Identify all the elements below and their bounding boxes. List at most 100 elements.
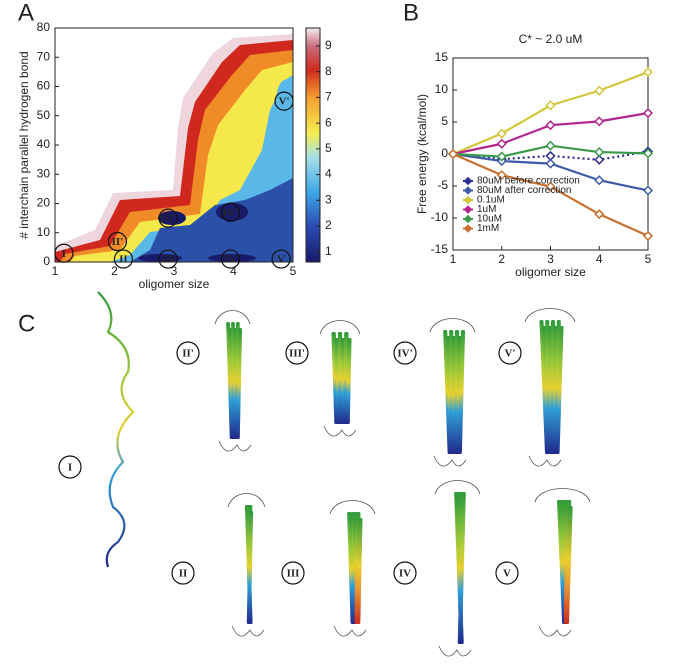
colorbar-tick-label: 8 xyxy=(325,64,332,78)
y-tick-label: 80 xyxy=(37,20,51,34)
legend-marker xyxy=(463,224,473,233)
data-point xyxy=(545,100,556,111)
state-label: II' xyxy=(112,236,124,248)
structure-label-ring xyxy=(498,341,522,365)
structure-label: II' xyxy=(182,348,194,360)
data-point xyxy=(642,107,654,119)
loop xyxy=(434,480,481,657)
x-tick-label: 4 xyxy=(596,252,603,266)
state-marker xyxy=(220,249,241,269)
loop xyxy=(227,493,266,637)
legend-label: 80uM before correction xyxy=(477,176,580,187)
y-tick-label: 20 xyxy=(37,196,51,210)
structure-label-ring xyxy=(393,341,417,365)
legend-marker xyxy=(463,186,473,195)
data-point xyxy=(545,181,556,192)
panel-label: A xyxy=(18,0,34,26)
data-point xyxy=(545,140,556,151)
loop xyxy=(429,318,476,467)
data-point xyxy=(642,185,654,196)
x-tick-label: 5 xyxy=(645,252,652,266)
structure-label-ring xyxy=(495,561,519,585)
beta-strand xyxy=(355,518,363,624)
legend-marker xyxy=(463,176,473,186)
x-tick-label: 5 xyxy=(290,264,297,278)
panel-label: B xyxy=(403,0,419,26)
x-tick-label: 2 xyxy=(498,252,505,266)
legend-label: 1uM xyxy=(477,204,496,215)
data-point xyxy=(496,151,507,162)
data-point xyxy=(594,175,605,186)
colorbar-tick-label: 2 xyxy=(325,218,332,232)
loop xyxy=(524,308,576,467)
beta-strand xyxy=(246,511,254,624)
data-point xyxy=(545,120,556,131)
protein-structure xyxy=(214,310,252,452)
state-marker xyxy=(274,91,294,111)
y-tick-label: 10 xyxy=(435,82,449,96)
structure-label-ring xyxy=(171,561,195,585)
structure-label-ring xyxy=(58,455,82,479)
y-axis-label: Free energy (kcal/mol) xyxy=(415,94,429,214)
y-tick-label: -15 xyxy=(431,242,449,256)
contour-fill xyxy=(55,34,293,262)
y-tick-label: 0 xyxy=(441,146,448,160)
y-tick-label: 5 xyxy=(441,114,448,128)
structure-label: II xyxy=(179,568,188,580)
structure-label: III xyxy=(287,568,300,580)
protein-structure xyxy=(534,488,591,637)
y-tick-label: 15 xyxy=(435,50,449,64)
structure-label: V xyxy=(503,568,511,580)
data-point xyxy=(496,128,507,139)
structure-label: IV' xyxy=(397,348,412,360)
y-tick-label: 50 xyxy=(37,108,51,122)
state-marker xyxy=(113,249,134,269)
state-marker xyxy=(158,249,178,269)
data-point xyxy=(594,154,605,165)
state-label: III xyxy=(162,254,175,266)
data-point xyxy=(496,138,507,149)
protein-structure xyxy=(429,318,476,467)
data-point xyxy=(594,147,605,158)
y-tick-label: 70 xyxy=(37,49,51,63)
protein-structure xyxy=(329,500,376,637)
y-axis-label: # interchain parallel hydrogen bond xyxy=(17,51,31,238)
loop xyxy=(534,488,591,637)
state-label: IV xyxy=(224,254,236,266)
colorbar-tick-label: 3 xyxy=(325,192,332,206)
data-point xyxy=(594,116,605,127)
x-tick-label: 1 xyxy=(52,264,59,278)
colorbar-tick-label: 5 xyxy=(325,141,332,155)
structure-label-ring xyxy=(393,561,417,585)
legend-marker xyxy=(463,214,473,224)
x-tick-label: 2 xyxy=(111,264,118,278)
state-marker xyxy=(54,243,74,263)
beta-strand xyxy=(457,492,466,644)
data-point xyxy=(496,170,507,181)
structure-label-ring xyxy=(176,341,200,365)
chart-title: C* ~ 2.0 uM xyxy=(519,32,583,46)
state-label: V' xyxy=(279,96,290,108)
loop xyxy=(329,500,376,637)
x-tick-label: 3 xyxy=(171,264,178,278)
colorbar xyxy=(305,27,321,263)
legend-label: 1mM xyxy=(477,223,499,234)
protein-structure xyxy=(227,493,266,637)
colorbar-tick-label: 7 xyxy=(325,90,332,104)
protein-structure xyxy=(524,308,576,467)
legend-marker xyxy=(463,205,473,214)
x-tick-label: 3 xyxy=(547,252,554,266)
x-tick-label: 1 xyxy=(450,252,457,266)
structure-label: V' xyxy=(505,348,516,360)
y-tick-label: 40 xyxy=(37,137,51,151)
data-point xyxy=(642,67,654,78)
legend-label: 80uM after correction xyxy=(477,185,572,196)
colorbar-tick-label: 1 xyxy=(325,244,332,258)
data-point xyxy=(594,85,605,96)
y-tick-label: 0 xyxy=(43,254,50,268)
state-marker xyxy=(107,231,128,252)
data-point xyxy=(545,158,556,169)
data-point xyxy=(642,148,654,159)
x-axis-label: oligomer size xyxy=(515,265,586,279)
state-label: I xyxy=(62,248,66,260)
